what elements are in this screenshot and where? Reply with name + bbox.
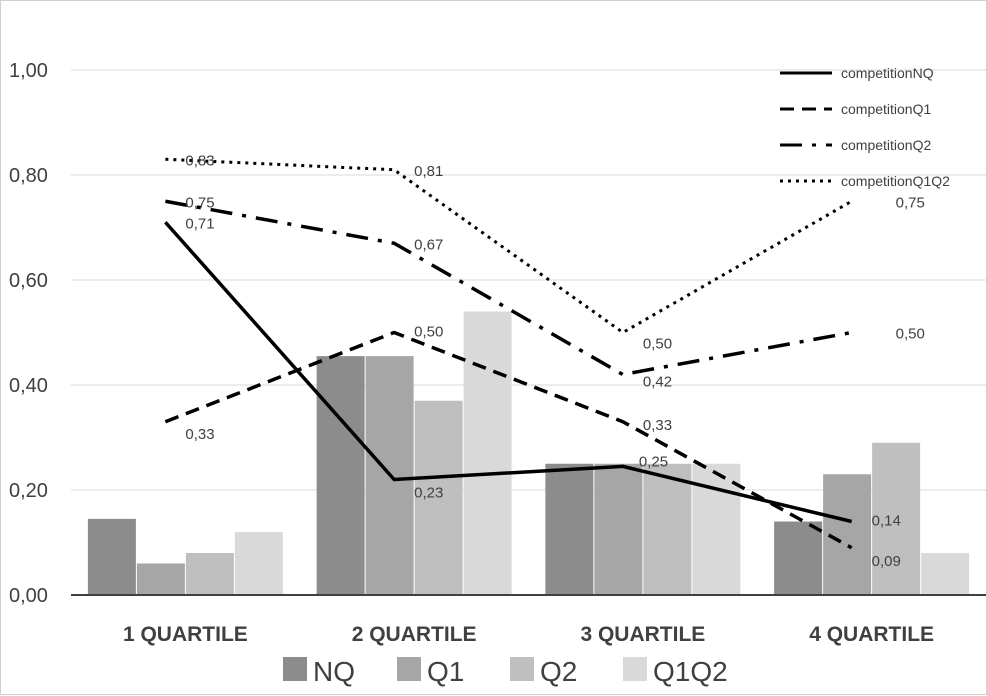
legend-line-label: competitionQ1Q2	[841, 173, 950, 189]
bar	[872, 442, 921, 595]
bar	[234, 532, 283, 595]
y-tick-labels: 0,00 0,20 0,40 0,60 0,80 1,00	[9, 60, 48, 607]
bar-legend: NQ Q1 Q2 Q1Q2	[283, 656, 728, 687]
data-label: 0,33	[643, 417, 672, 434]
data-label: 0,33	[185, 426, 214, 443]
legend-bar-label: Q1	[427, 656, 464, 687]
data-label: 0,25	[639, 453, 668, 470]
x-tick-label: 4 QUARTILE	[809, 623, 934, 646]
y-tick-label: 0,40	[9, 375, 48, 397]
data-label: 0,67	[414, 236, 443, 253]
x-tick-label: 3 QUARTILE	[580, 623, 705, 646]
series-line	[165, 157, 853, 334]
y-tick-label: 0,80	[9, 165, 48, 187]
y-tick-label: 0,00	[9, 585, 48, 607]
legend-bar-label: Q2	[540, 656, 577, 687]
data-label: 0,75	[896, 194, 925, 211]
data-label: 0,83	[185, 152, 214, 169]
bar	[185, 553, 234, 595]
y-tick-label: 1,00	[9, 60, 48, 82]
legend-bar-swatch	[510, 657, 534, 681]
data-label: 0,81	[414, 163, 443, 180]
line-legend: competitionNQ competitionQ1 competitionQ2 c…	[780, 65, 950, 189]
legend-bar-swatch	[283, 657, 307, 681]
lines	[164, 157, 853, 550]
data-label: 0,50	[643, 336, 672, 353]
legend-line-label: competitionNQ	[841, 65, 934, 81]
legend-bar-swatch	[623, 657, 647, 681]
series-line	[164, 330, 853, 550]
bars	[87, 311, 970, 595]
bar	[463, 311, 512, 595]
bar	[136, 563, 185, 595]
bar	[316, 356, 365, 595]
bar	[594, 463, 643, 595]
data-label: 0,71	[185, 215, 214, 232]
data-label: 0,23	[414, 485, 443, 502]
legend-bar-label: Q1Q2	[653, 656, 728, 687]
bar	[545, 463, 594, 595]
y-tick-label: 0,60	[9, 270, 48, 292]
x-tick-label: 1 QUARTILE	[123, 623, 248, 646]
series-line	[165, 199, 852, 377]
data-label: 0,75	[185, 194, 214, 211]
series-line	[164, 221, 853, 524]
bar	[87, 518, 136, 595]
legend-bar-swatch	[397, 657, 421, 681]
data-label: 0,09	[872, 553, 901, 570]
x-tick-label: 2 QUARTILE	[352, 623, 477, 646]
data-labels: 0,71 0,23 0,25 0,14 0,33 0,50 0,33 0,09 0,75 0,67…	[185, 152, 924, 570]
legend-line-label: competitionQ1	[841, 101, 931, 117]
data-label: 0,42	[643, 374, 672, 391]
data-label: 0,50	[896, 326, 925, 343]
data-label: 0,50	[414, 324, 443, 341]
data-label: 0,14	[872, 513, 901, 530]
bar	[921, 553, 970, 595]
bar	[414, 400, 463, 595]
x-tick-labels: 1 QUARTILE 2 QUARTILE 3 QUARTILE 4 QUARTILE	[123, 623, 934, 646]
legend-bar-label: NQ	[313, 656, 355, 687]
y-tick-label: 0,20	[9, 480, 48, 502]
legend-line-label: competitionQ2	[841, 137, 931, 153]
bar	[643, 463, 692, 595]
bar	[774, 521, 823, 595]
